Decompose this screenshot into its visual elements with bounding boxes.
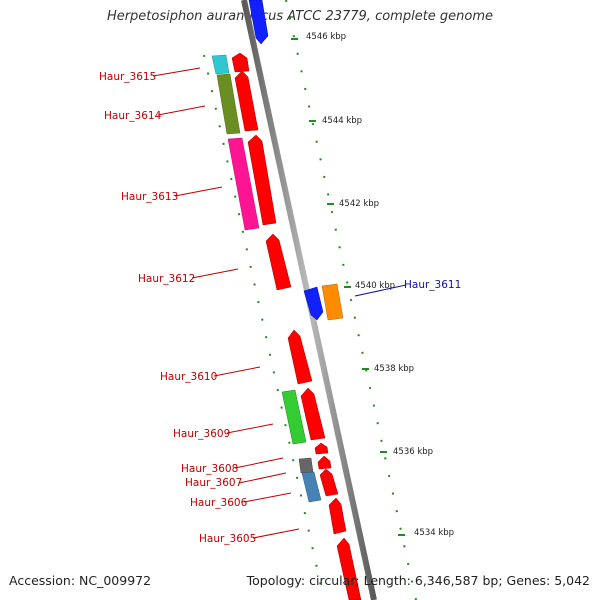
kbp-label: 4534 kbp [414, 528, 454, 538]
gene-label[interactable]: Haur_3615 [99, 71, 156, 83]
gene-label[interactable]: Haur_3608 [181, 463, 238, 475]
gene-haur-3611[interactable] [321, 283, 344, 321]
gene-haur-3614[interactable] [216, 73, 241, 135]
gene-haur-3605[interactable] [328, 497, 347, 535]
accession-text: Accession: NC_009972 [9, 573, 152, 588]
gene-haur-3613[interactable] [227, 137, 260, 231]
kbp-label: 4542 kbp [339, 199, 379, 209]
gene-arrow[interactable] [234, 70, 259, 132]
kbp-label: 4536 kbp [393, 447, 433, 457]
gene-features [211, 0, 362, 600]
gene-haur-3612[interactable] [265, 233, 292, 291]
gene-arrow[interactable] [314, 442, 329, 455]
gene-label[interactable]: Haur_3610 [160, 371, 217, 383]
gene-arrow[interactable] [317, 455, 332, 470]
gene-label[interactable]: Haur_3609 [173, 428, 230, 440]
gene-arrow[interactable] [319, 468, 339, 497]
gene-label[interactable]: Haur_3612 [138, 273, 195, 285]
genome-stats: Topology: circular; Length: 6,346,587 bp… [246, 573, 590, 588]
gene-label[interactable]: Haur_3607 [185, 477, 242, 489]
gene-haur-3609[interactable] [281, 389, 307, 445]
kbp-label: 4540 kbp [355, 281, 395, 291]
inner-scale [203, 54, 325, 600]
gene-haur-3615[interactable] [211, 54, 230, 75]
gene-arrow[interactable] [303, 286, 324, 321]
kbp-label: 4546 kbp [306, 32, 346, 42]
gene-haur-3610[interactable] [287, 329, 313, 385]
gene-arrow[interactable] [248, 0, 269, 45]
gene-arrow[interactable] [247, 134, 277, 226]
gene-label[interactable]: Haur_3614 [104, 110, 162, 122]
gene-arrow[interactable] [336, 537, 362, 600]
map-title: Herpetosiphon aurantiacus ATCC 23779, co… [106, 9, 494, 24]
gene-label[interactable]: Haur_3605 [199, 533, 256, 545]
gene-arrow[interactable] [300, 387, 326, 441]
gene-arrow[interactable] [231, 52, 250, 73]
gene-haur-3606[interactable] [301, 471, 322, 503]
kbp-label: 4538 kbp [374, 364, 414, 374]
leader-lines [152, 67, 407, 539]
gene-haur-3608[interactable] [298, 457, 314, 474]
outer-scale [285, 0, 417, 600]
gene-label[interactable]: Haur_3606 [190, 497, 248, 509]
gene-label[interactable]: Haur_3611 [404, 279, 461, 291]
gene-label[interactable]: Haur_3613 [121, 191, 178, 203]
kbp-label: 4544 kbp [322, 116, 362, 126]
